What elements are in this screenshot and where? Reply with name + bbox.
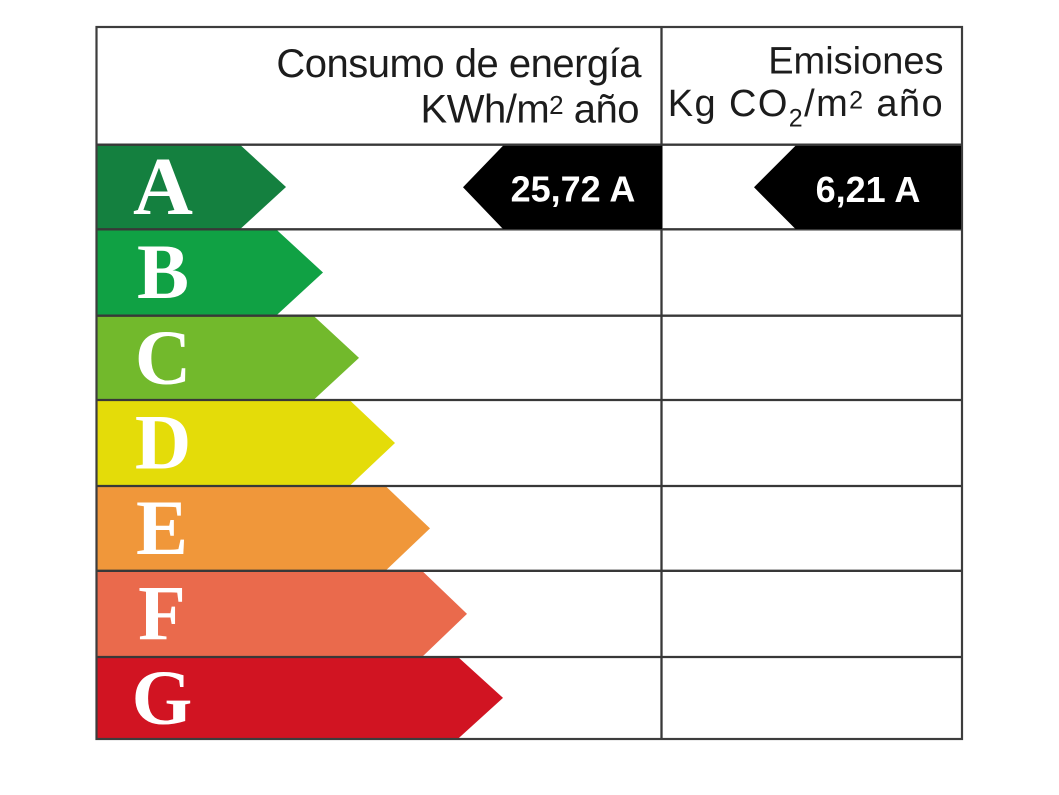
svg-text:Kg CO2/m2 año: Kg CO2/m2 año — [668, 83, 944, 133]
svg-text:A: A — [133, 140, 193, 232]
svg-text:B: B — [137, 228, 189, 315]
svg-text:25,72 A: 25,72 A — [511, 169, 636, 210]
svg-text:Emisiones: Emisiones — [768, 41, 943, 83]
svg-text:E: E — [136, 484, 188, 571]
svg-text:D: D — [135, 399, 191, 486]
svg-text:G: G — [132, 653, 193, 740]
svg-text:F: F — [138, 569, 186, 656]
svg-text:C: C — [135, 313, 191, 400]
svg-text:Consumo de energía: Consumo de energía — [276, 42, 642, 86]
svg-text:KWh/m2 año: KWh/m2 año — [421, 88, 639, 132]
svg-text:6,21 A: 6,21 A — [816, 169, 921, 210]
